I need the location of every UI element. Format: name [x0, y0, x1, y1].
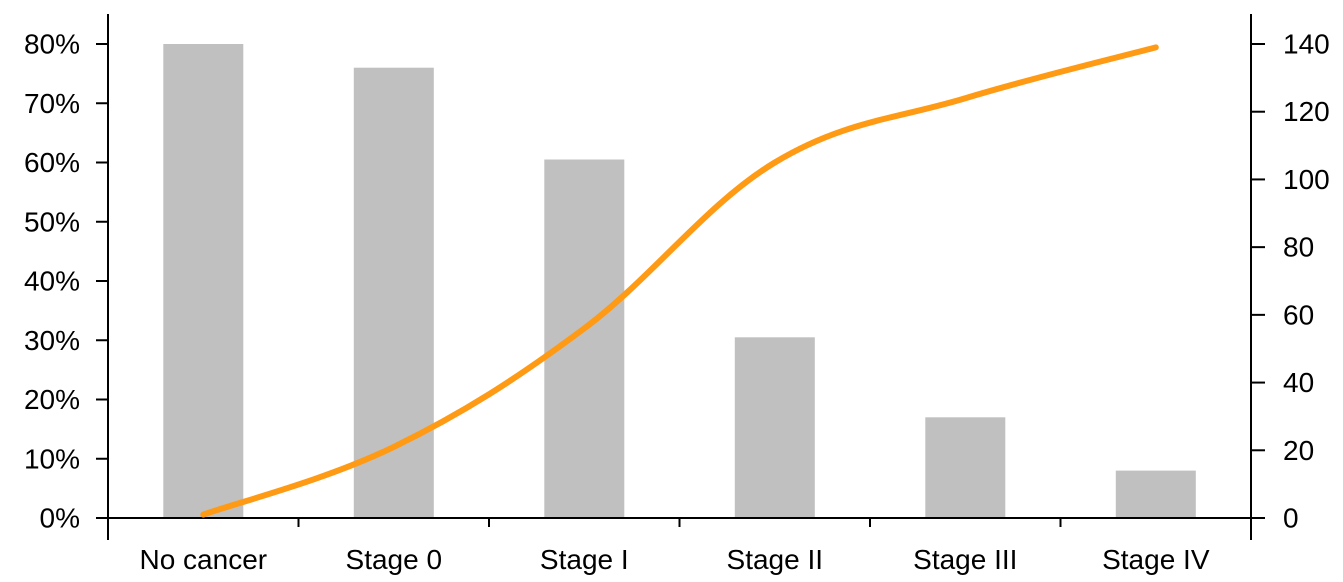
y-axis-right-ticks: 0 20 40 60 80 100 120 140	[1251, 29, 1330, 534]
y-right-tick-label: 40	[1283, 367, 1314, 398]
y-right-tick-label: 140	[1283, 29, 1330, 60]
y-left-tick-label: 0%	[40, 503, 80, 534]
y-left-tick-label: 30%	[24, 325, 80, 356]
bar-stage-0	[353, 67, 434, 518]
bar-no-cancer	[163, 44, 244, 518]
x-tick-label: Stage II	[727, 544, 824, 575]
y-axis-left-ticks: 0% 10% 20% 30% 40% 50% 60% 70% 80%	[24, 29, 108, 534]
y-left-tick-label: 80%	[24, 29, 80, 60]
y-right-tick-label: 60	[1283, 299, 1314, 330]
y-left-tick-label: 60%	[24, 147, 80, 178]
y-right-tick-label: 120	[1283, 96, 1330, 127]
y-right-tick-label: 20	[1283, 435, 1314, 466]
y-left-tick-label: 40%	[24, 266, 80, 297]
x-tick-label: Stage I	[540, 544, 629, 575]
bar-stage-iii	[925, 417, 1006, 518]
y-left-tick-label: 50%	[24, 206, 80, 237]
axes	[107, 14, 1252, 540]
bar-stage-iv	[1115, 470, 1196, 518]
y-right-tick-label: 100	[1283, 164, 1330, 195]
y-left-tick-label: 10%	[24, 443, 80, 474]
x-tick-label: No cancer	[139, 544, 267, 575]
x-tick-label: Stage III	[913, 544, 1017, 575]
x-axis-ticks: No cancer Stage 0 Stage I Stage II Stage III…	[139, 518, 1210, 575]
y-right-tick-label: 0	[1283, 503, 1299, 534]
line-series	[200, 44, 1159, 518]
bar-series	[163, 44, 1196, 518]
bar-stage-i	[544, 159, 625, 518]
y-right-tick-label: 80	[1283, 232, 1314, 263]
bar-stage-ii	[734, 337, 815, 518]
x-tick-label: Stage IV	[1102, 544, 1210, 575]
y-left-tick-label: 70%	[24, 88, 80, 119]
y-left-tick-label: 20%	[24, 384, 80, 415]
line-path	[200, 44, 1159, 518]
x-tick-label: Stage 0	[346, 544, 443, 575]
